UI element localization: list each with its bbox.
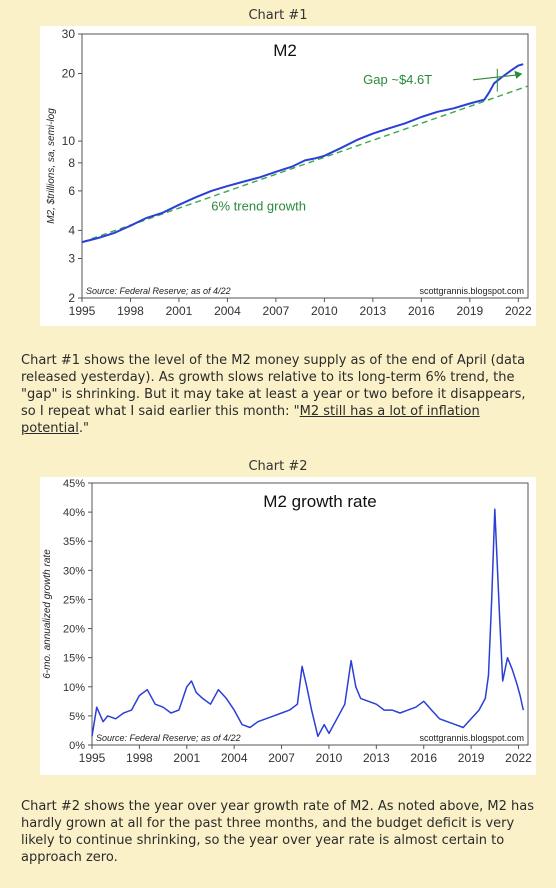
x-tick-label: 2007 — [263, 304, 290, 318]
y-tick-label: 30% — [63, 565, 85, 577]
y-tick-label: 15% — [63, 653, 85, 665]
trend-line — [81, 85, 529, 243]
gap-annotation: Gap ~$4.6T — [363, 72, 432, 87]
chart2-caption: Chart #2 — [248, 459, 308, 474]
watermark: scottgrannis.blogspot.com — [419, 733, 524, 743]
x-tick-label: 1995 — [69, 304, 96, 318]
x-tick-label: 2010 — [316, 751, 343, 765]
y-tick-label: 3 — [68, 251, 75, 265]
paragraph-1-text: Chart #1 shows the level of the M2 money… — [21, 353, 526, 419]
trend-annotation: 6% trend growth — [211, 199, 306, 214]
y-tick-label: 5% — [69, 711, 85, 723]
x-tick-label: 2013 — [363, 751, 390, 765]
gap-arrow-head — [514, 70, 523, 79]
paragraph-1-tail: ." — [78, 421, 89, 436]
y-tick-label: 10 — [62, 134, 76, 148]
y-tick-label: 20% — [63, 624, 85, 636]
y-tick-label: 25% — [63, 594, 85, 606]
paragraph-1: Chart #1 shows the level of the M2 money… — [21, 352, 541, 437]
chart1-caption: Chart #1 — [248, 8, 308, 23]
x-tick-label: 1998 — [126, 751, 153, 765]
x-tick-label: 2001 — [173, 751, 200, 765]
source-note: Source: Federal Reserve; as of 4/22 — [96, 733, 241, 743]
paragraph-2: Chart #2 shows the year over year growth… — [21, 799, 535, 865]
source-note: Source: Federal Reserve; as of 4/22 — [86, 286, 231, 296]
m2-growth-chart: 0% 5% 10% 15% 20% 25% 30% 35% 40% 45% 1995 1998 2001… — [42, 478, 532, 765]
y-tick-label: 2 — [68, 291, 75, 305]
m2-line — [81, 63, 524, 244]
y-axis-label: M2, $trillions, sa, semi-log — [46, 108, 57, 224]
x-tick-label: 2004 — [214, 304, 241, 318]
x-tick-label: 1998 — [117, 304, 144, 318]
y-tick-label: 6 — [68, 184, 75, 198]
x-tick-label: 2016 — [408, 304, 435, 318]
y-tick-label: 45% — [63, 478, 85, 490]
chart-title: M2 — [273, 41, 297, 60]
x-tick-label: 1995 — [79, 751, 106, 765]
chart2-figure: 0% 5% 10% 15% 20% 25% 30% 35% 40% 45% 1995 1998 2001… — [40, 477, 536, 775]
y-tick-label: 4 — [68, 223, 75, 237]
x-tick-label: 2007 — [268, 751, 295, 765]
x-tick-label: 2004 — [221, 751, 248, 765]
gap-arrow-line — [472, 74, 519, 81]
x-tick-label: 2022 — [505, 751, 532, 765]
x-tick-label: 2001 — [166, 304, 193, 318]
y-tick-label: 20 — [62, 67, 76, 81]
y-tick-label: 40% — [63, 507, 85, 519]
x-tick-label: 2016 — [410, 751, 437, 765]
chart1-figure: 2 3 4 6 8 10 20 30 1995 1998 2001 2004 2007 2010 2013 2… — [40, 26, 536, 326]
x-tick-label: 2013 — [360, 304, 387, 318]
x-tick-label: 2019 — [458, 751, 485, 765]
y-tick-label: 35% — [63, 536, 85, 548]
x-tick-label: 2019 — [456, 304, 483, 318]
x-tick-label: 2022 — [505, 304, 532, 318]
plot-frame — [81, 33, 529, 299]
y-tick-label: 8 — [68, 156, 75, 170]
y-tick-label: 10% — [63, 682, 85, 694]
chart-title: M2 growth rate — [263, 492, 376, 511]
x-tick-label: 2010 — [311, 304, 338, 318]
y-axis-label: 6-mo. annualized growth rate — [42, 549, 53, 679]
y-tick-label: 0% — [69, 740, 85, 752]
inflation-potential-link[interactable]: M2 still has a lot of inflation potentia… — [21, 404, 480, 436]
watermark: scottgrannis.blogspot.com — [419, 286, 524, 296]
y-tick-label: 30 — [62, 27, 76, 41]
growth-line — [91, 508, 525, 738]
m2-level-chart: 2 3 4 6 8 10 20 30 1995 1998 2001 2004 2007 2010 2013 2… — [46, 27, 532, 318]
